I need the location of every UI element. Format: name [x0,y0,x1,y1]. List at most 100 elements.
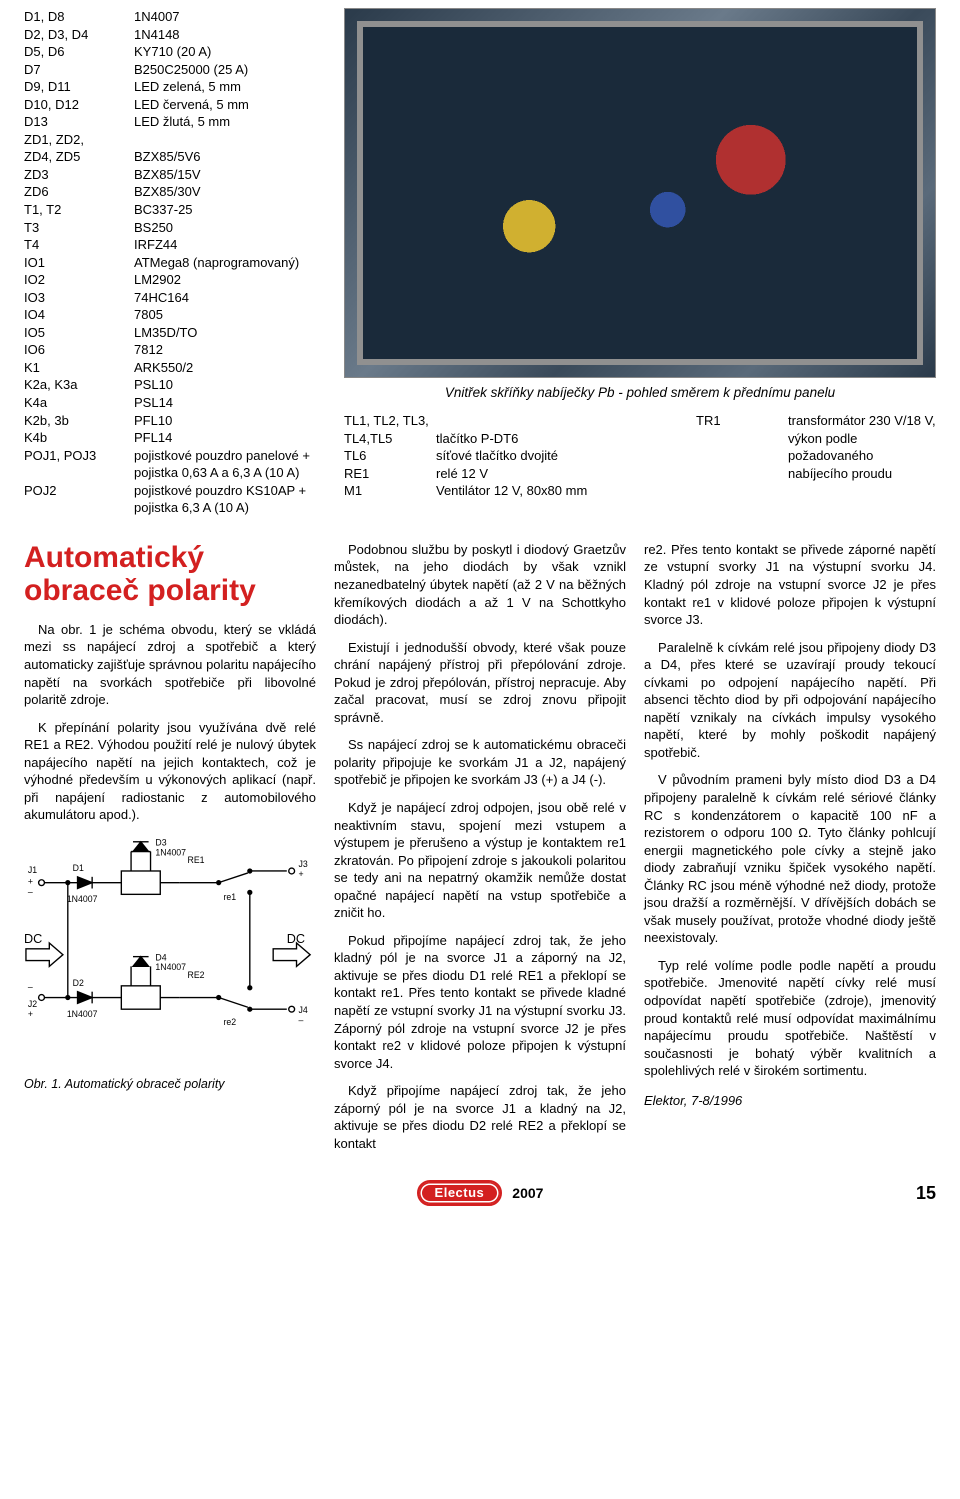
photo-caption: Vnitřek skříňky nabíječky Pb - pohled sm… [344,384,936,402]
parts-row: IO5LM35D/TO [24,324,324,342]
part-value: IRFZ44 [134,236,324,254]
part-designator: ZD6 [24,183,134,201]
footer-badge: Electus [417,1180,503,1206]
svg-text:D1: D1 [73,863,84,873]
schematic-figure: J1 + – D1 1N4007 RE1 [24,834,316,1093]
svg-text:1N4007: 1N4007 [67,1009,98,1019]
svg-text:J2: J2 [28,999,37,1009]
parts-list: D1, D81N4007D2, D3, D41N4148D5, D6KY710 … [24,8,324,517]
svg-text:RE1: RE1 [188,855,205,865]
part-designator: TL1, TL2, TL3, [344,412,436,430]
part-designator: K2b, 3b [24,412,134,430]
article-paragraph: Existují i jednodušší obvody, které však… [334,639,626,727]
part-value: 1N4148 [134,26,324,44]
parts-row: K1ARK550/2 [24,359,324,377]
part-designator: IO1 [24,254,134,272]
part-value: PSL14 [134,394,324,412]
parts-row: ZD4, ZD5BZX85/5V6 [24,148,324,166]
part-value: PFL10 [134,412,324,430]
parts-row: IO374HC164 [24,289,324,307]
part-designator: K4b [24,429,134,447]
parts-row: IO47805 [24,306,324,324]
part-value: Ventilátor 12 V, 80x80 mm [436,482,587,500]
part-value: relé 12 V [436,465,488,483]
svg-text:–: – [28,982,33,992]
parts-row: D10, D12LED červená, 5 mm [24,96,324,114]
part-value: pojistkové pouzdro panelové + pojistka 0… [134,447,324,482]
part-value: 1N4007 [134,8,324,26]
svg-text:+: + [28,876,33,886]
part-designator: M1 [344,482,436,500]
part-designator: POJ1, POJ3 [24,447,134,482]
part-designator: IO4 [24,306,134,324]
part-designator: TL4,TL5 [344,430,436,448]
parts-row: D7B250C25000 (25 A) [24,61,324,79]
part-value [134,131,324,149]
article-title: Automatický obraceč polarity [24,541,316,607]
parts-row: ZD3BZX85/15V [24,166,324,184]
article-paragraph: Pokud připojíme napájecí zdroj tak, že j… [334,932,626,1072]
parts-row: TR1transformátor 230 V/18 V, výkon podle… [696,412,936,482]
article-col-2: Podobnou službu by poskytl i diodový Gra… [334,541,626,1163]
article-paragraph: Když je napájecí zdroj odpojen, jsou obě… [334,799,626,922]
part-designator: D9, D11 [24,78,134,96]
svg-text:J3: J3 [298,859,307,869]
part-value: PFL14 [134,429,324,447]
part-value: LED žlutá, 5 mm [134,113,324,131]
article-paragraph: Ss napájecí zdroj se k automatickému obr… [334,736,626,789]
part-value: transformátor 230 V/18 V, výkon podle po… [788,412,936,482]
part-value: LED zelená, 5 mm [134,78,324,96]
part-value: 7812 [134,341,324,359]
parts-row: T3BS250 [24,219,324,237]
svg-text:re1: re1 [224,892,237,902]
article-paragraph: Typ relé volíme podle podle napětí a pro… [644,957,936,1080]
svg-text:D3: D3 [155,838,166,848]
article-paragraph: re2. Přes tento kontakt se přivede zápor… [644,541,936,629]
article-paragraph: V původním prameni byly místo diod D3 a … [644,771,936,946]
part-value: 7805 [134,306,324,324]
part-designator: T4 [24,236,134,254]
parts-row: K4bPFL14 [24,429,324,447]
article-paragraph: Na obr. 1 je schéma obvodu, který se vkl… [24,621,316,709]
parts-row: IO1ATMega8 (naprogramovaný) [24,254,324,272]
svg-text:1N4007: 1N4007 [155,847,186,857]
svg-text:J1: J1 [28,865,37,875]
part-designator: ZD3 [24,166,134,184]
parts-row: POJ1, POJ3pojistkové pouzdro panelové + … [24,447,324,482]
part-value: KY710 (20 A) [134,43,324,61]
svg-text:1N4007: 1N4007 [67,894,98,904]
part-value: 74HC164 [134,289,324,307]
svg-text:D4: D4 [155,952,166,962]
part-designator: TR1 [696,412,788,482]
part-value: BC337-25 [134,201,324,219]
schematic-caption: Obr. 1. Automatický obraceč polarity [24,1076,316,1093]
svg-text:+: + [28,1009,33,1019]
part-value: LM35D/TO [134,324,324,342]
parts-row: POJ2pojistkové pouzdro KS10AP + pojistka… [24,482,324,517]
part-value: pojistkové pouzdro KS10AP + pojistka 6,3… [134,482,324,517]
part-designator: D5, D6 [24,43,134,61]
parts-row: K2a, K3aPSL10 [24,376,324,394]
part-designator: IO2 [24,271,134,289]
part-designator: TL6 [344,447,436,465]
part-designator: K4a [24,394,134,412]
part-designator: K1 [24,359,134,377]
article-paragraph: Podobnou službu by poskytl i diodový Gra… [334,541,626,629]
part-value: PSL10 [134,376,324,394]
part-value: LED červená, 5 mm [134,96,324,114]
svg-text:J4: J4 [298,1005,307,1015]
part-designator: D2, D3, D4 [24,26,134,44]
parts-row: TL4,TL5tlačítko P-DT6 [344,430,656,448]
part-value: ATMega8 (naprogramovaný) [134,254,324,272]
part-value: B250C25000 (25 A) [134,61,324,79]
parts-row: IO67812 [24,341,324,359]
part-designator: IO6 [24,341,134,359]
svg-text:–: – [28,886,33,896]
part-value: BZX85/15V [134,166,324,184]
parts-row: TL6síťové tlačítko dvojité [344,447,656,465]
part-designator: D1, D8 [24,8,134,26]
article-paragraph: K přepínání polarity jsou využívána dvě … [24,719,316,824]
parts-row: IO2LM2902 [24,271,324,289]
parts-row: ZD6BZX85/30V [24,183,324,201]
part-designator: D7 [24,61,134,79]
